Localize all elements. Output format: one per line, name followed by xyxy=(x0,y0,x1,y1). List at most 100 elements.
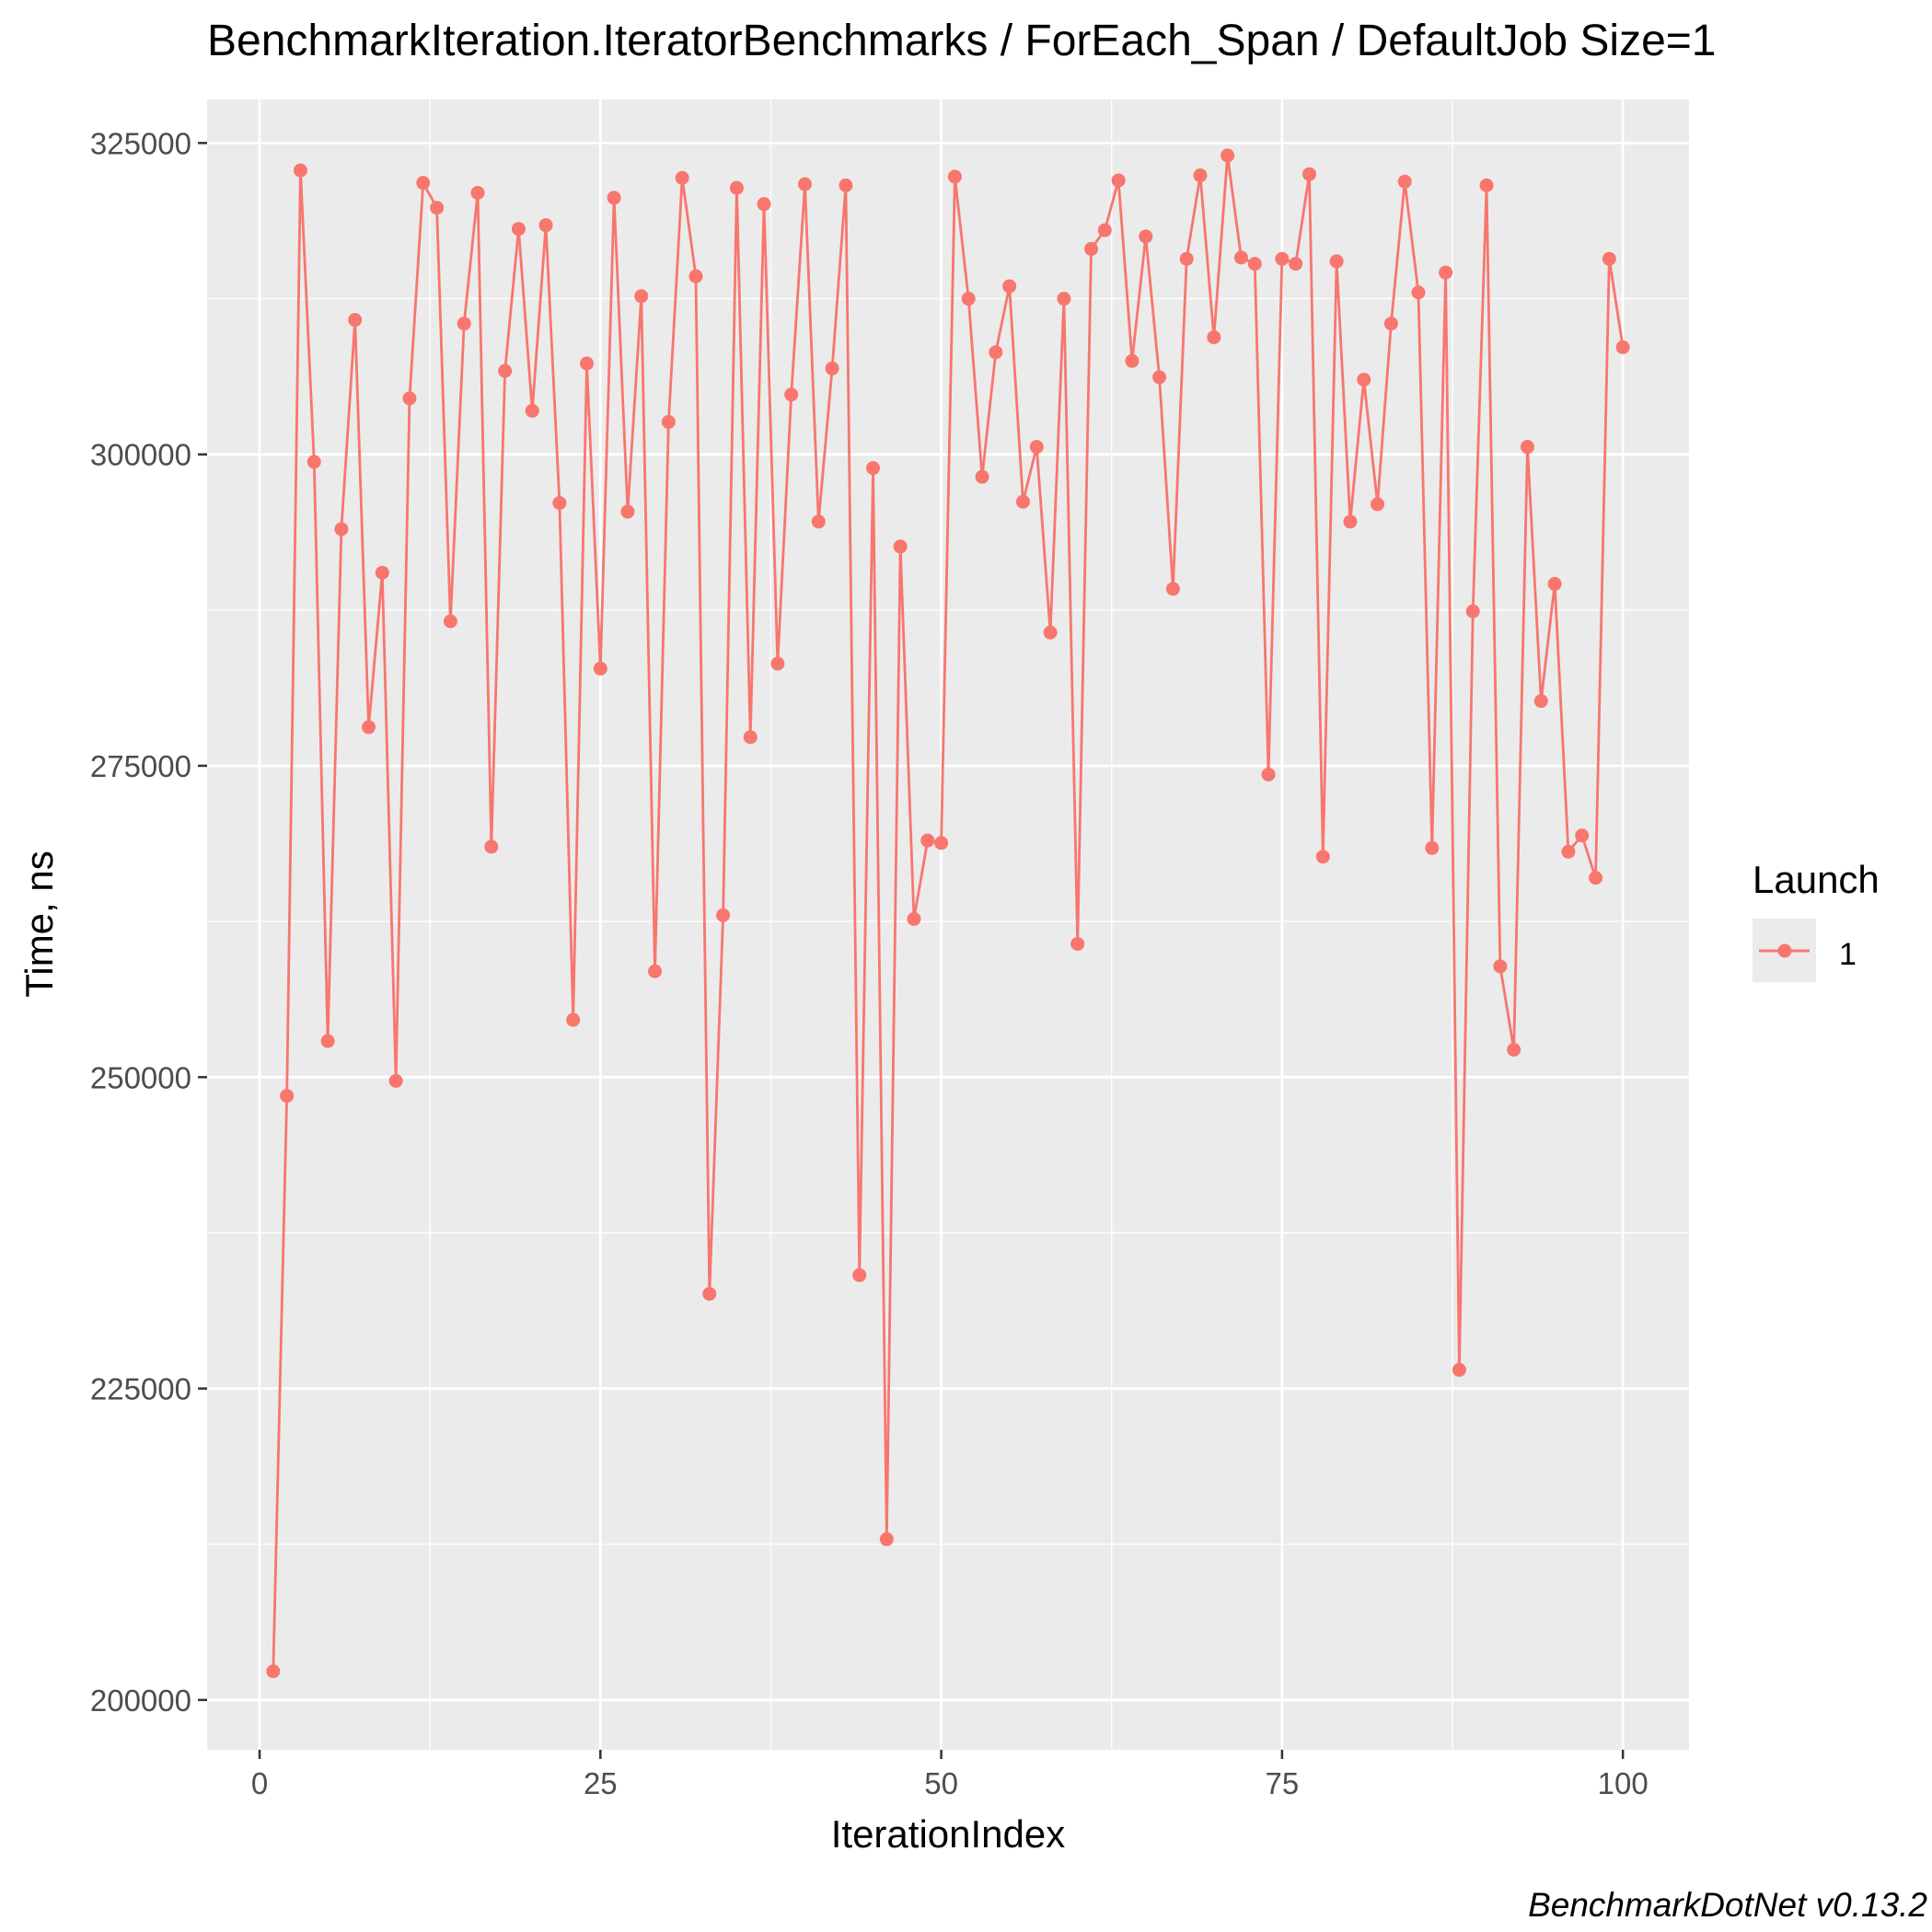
data-point xyxy=(989,345,1003,360)
data-point xyxy=(334,522,349,537)
data-point xyxy=(1520,440,1534,455)
data-point xyxy=(280,1089,295,1104)
data-point xyxy=(566,1012,581,1027)
data-point xyxy=(593,661,607,676)
data-point xyxy=(702,1287,717,1301)
data-point xyxy=(1315,850,1330,864)
data-point xyxy=(1057,292,1071,307)
data-point xyxy=(1615,340,1630,354)
data-point xyxy=(1371,497,1385,512)
data-point xyxy=(1233,250,1248,265)
data-point xyxy=(770,656,785,671)
data-point xyxy=(1411,285,1426,300)
series-layer xyxy=(266,148,1630,1679)
data-point xyxy=(825,361,839,376)
legend-key-point xyxy=(1777,943,1792,958)
data-point xyxy=(920,833,935,848)
data-point xyxy=(511,222,526,237)
data-point xyxy=(688,269,703,283)
data-point xyxy=(416,176,431,191)
data-point xyxy=(1439,265,1453,280)
data-point xyxy=(1207,330,1221,344)
data-point xyxy=(1302,167,1317,181)
data-point xyxy=(648,964,663,978)
data-point xyxy=(1547,576,1562,591)
x-axis: 0 25 50 75 100 xyxy=(251,1750,1649,1800)
y-tick-label: 200000 xyxy=(90,1683,191,1718)
x-tick-label: 50 xyxy=(924,1766,958,1800)
data-point xyxy=(1261,767,1276,781)
data-point xyxy=(675,170,689,185)
data-point xyxy=(1111,173,1126,188)
y-axis-label: Time, ns xyxy=(17,850,61,997)
data-point xyxy=(1193,168,1208,183)
data-point xyxy=(947,169,962,184)
data-point xyxy=(1507,1042,1521,1057)
y-axis: 200000 225000 250000 275000 300000 325000 xyxy=(90,126,207,1718)
data-point xyxy=(1465,604,1480,619)
data-point xyxy=(1493,959,1508,974)
data-point xyxy=(729,180,744,195)
legend-title: Launch xyxy=(1753,858,1880,901)
x-axis-label: IterationIndex xyxy=(831,1812,1066,1856)
data-point xyxy=(607,191,621,205)
data-point xyxy=(1275,251,1290,266)
data-point xyxy=(1479,178,1494,192)
data-point xyxy=(1383,317,1398,331)
data-point xyxy=(307,455,321,469)
legend: Launch 1 xyxy=(1753,858,1880,982)
data-point xyxy=(1002,279,1017,294)
data-point xyxy=(579,356,594,371)
data-point xyxy=(757,197,771,212)
data-point xyxy=(1165,582,1180,596)
data-point xyxy=(1029,440,1044,455)
data-point xyxy=(1397,174,1412,189)
data-point xyxy=(1070,936,1085,951)
data-point xyxy=(1452,1362,1466,1377)
data-point xyxy=(661,414,676,429)
data-point xyxy=(1289,257,1303,272)
data-point xyxy=(1602,251,1616,266)
x-tick-label: 0 xyxy=(251,1766,268,1800)
data-point xyxy=(797,177,812,191)
data-point xyxy=(470,185,485,200)
data-point xyxy=(1152,370,1167,385)
data-point xyxy=(388,1073,403,1088)
data-point xyxy=(811,515,826,529)
data-point xyxy=(1589,871,1603,885)
data-point xyxy=(320,1034,335,1048)
data-point xyxy=(484,839,499,854)
y-tick-label: 225000 xyxy=(90,1372,191,1406)
data-point xyxy=(1043,625,1058,640)
y-tick-label: 325000 xyxy=(90,126,191,160)
y-tick-label: 275000 xyxy=(90,749,191,783)
data-point xyxy=(852,1267,867,1282)
data-point xyxy=(934,836,949,850)
legend-label: 1 xyxy=(1839,937,1857,972)
data-point xyxy=(784,388,799,402)
data-point xyxy=(1139,229,1153,244)
data-point xyxy=(1343,515,1358,529)
data-point xyxy=(1425,840,1440,855)
data-point xyxy=(430,201,445,215)
data-point xyxy=(538,218,553,233)
x-tick-label: 100 xyxy=(1598,1766,1649,1800)
data-point xyxy=(348,313,363,328)
minor-gridlines xyxy=(207,99,1689,1750)
data-point xyxy=(1084,241,1099,256)
data-point xyxy=(907,911,921,926)
data-point xyxy=(1097,223,1112,237)
data-point xyxy=(1179,251,1194,266)
data-point xyxy=(1329,254,1344,269)
data-point xyxy=(879,1532,894,1546)
data-point xyxy=(266,1664,281,1679)
data-point xyxy=(1015,494,1030,509)
data-point xyxy=(498,364,513,378)
data-point xyxy=(893,539,908,554)
data-point xyxy=(743,730,758,745)
data-point xyxy=(525,403,539,418)
data-point xyxy=(443,614,457,629)
y-tick-label: 300000 xyxy=(90,438,191,472)
data-point xyxy=(620,504,635,519)
